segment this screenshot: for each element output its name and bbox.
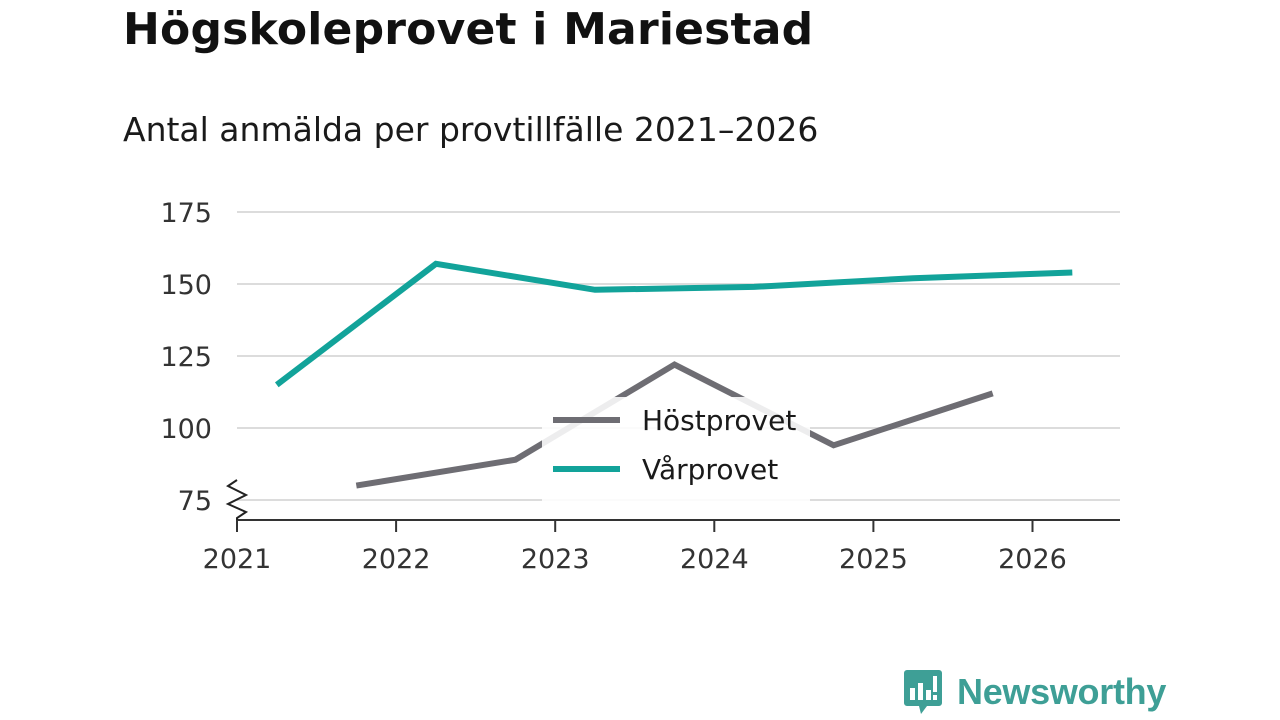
- x-tick-label: 2024: [680, 544, 749, 575]
- x-tick-label: 2025: [839, 544, 908, 575]
- brand-name: Newsworthy: [957, 671, 1167, 712]
- y-tick-label: 125: [160, 342, 212, 373]
- axes: 75 100 125 150 175 2021 2022 2023 2024 2025 2026: [160, 198, 1120, 575]
- legend: Höstprovet Vårprovet: [542, 397, 810, 501]
- legend-box: [542, 397, 810, 501]
- chart-subtitle: Antal anmälda per provtillfälle 2021–202…: [123, 110, 819, 149]
- newsworthy-brand: Newsworthy: [903, 670, 1166, 714]
- chart-title: Högskoleprovet i Mariestad: [123, 4, 814, 55]
- y-tick-label: 175: [160, 198, 212, 229]
- y-tick-label: 75: [178, 486, 212, 517]
- x-tick-label: 2022: [362, 544, 431, 575]
- x-tick-label: 2026: [998, 544, 1067, 575]
- y-axis-break-symbol: [225, 479, 249, 520]
- y-tick-label: 150: [160, 270, 212, 301]
- legend-label: Vårprovet: [642, 453, 778, 486]
- y-tick-label: 100: [160, 414, 212, 445]
- bar-chart-speech-bubble-icon: [904, 670, 942, 714]
- series-lines: [274, 260, 1073, 489]
- series-line-hostprovet: [355, 361, 994, 489]
- x-tick-label: 2023: [521, 544, 590, 575]
- legend-label: Höstprovet: [642, 404, 796, 437]
- x-tick-label: 2021: [203, 544, 272, 575]
- series-line-varprovet: [274, 260, 1073, 388]
